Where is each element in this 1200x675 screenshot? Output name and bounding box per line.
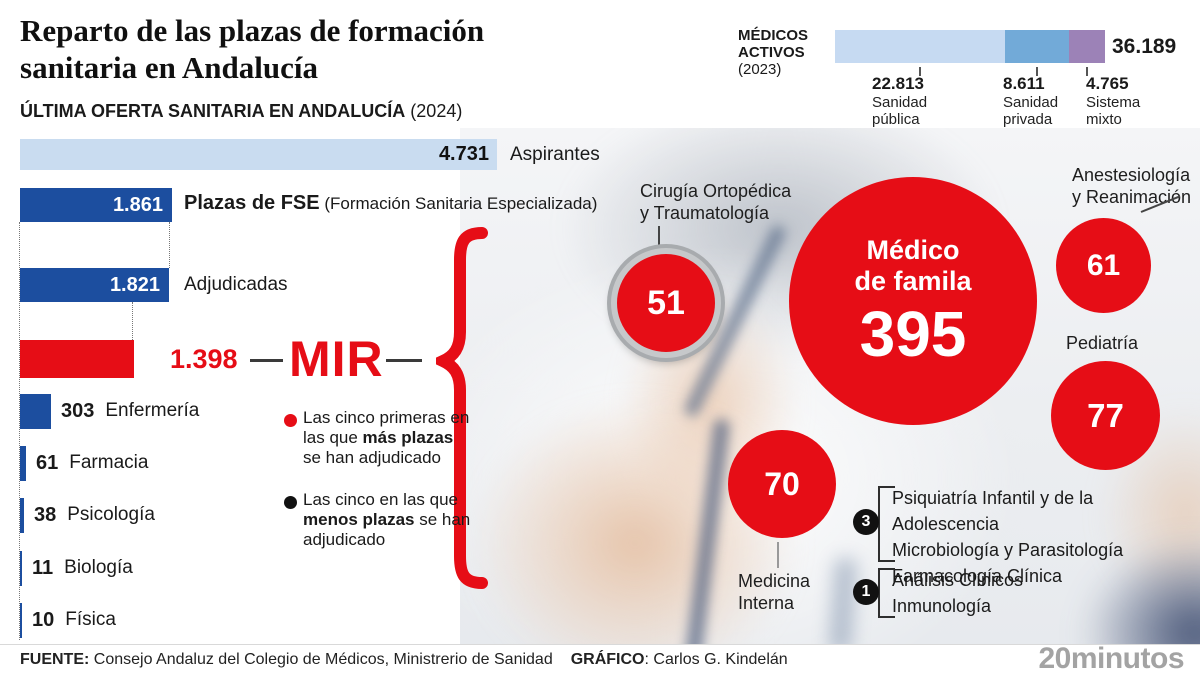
20minutos-logo: 20minutos — [1038, 642, 1184, 675]
list-3-plazas: Psiquiatría Infantil y de la Adolescenci… — [892, 485, 1200, 589]
subtitle-year: (2024) — [405, 101, 463, 121]
bar-mir — [20, 340, 134, 378]
bar-aspirantes-label: Aspirantes — [510, 144, 600, 165]
list-1-plaza: Análisis Clínicos Inmunología — [892, 567, 1023, 619]
label-cirugia-ortopedica: Cirugía Ortopédica y Traumatología — [640, 181, 792, 223]
bubble-cirugia-ortopedica: 51 — [611, 248, 721, 358]
name-sanidad-publica: Sanidad pública — [872, 94, 928, 128]
list-item: Psiquiatría Infantil y de la Adolescenci… — [892, 488, 1094, 534]
bar-enfermeria — [20, 393, 51, 429]
footer-divider — [0, 644, 1200, 645]
graphic-text: : Carlos G. Kindelán — [644, 651, 788, 668]
bar-plazas-fse-label: Plazas de FSE (Formación Sanitaria Espec… — [184, 192, 598, 214]
bar-fisica-label: Física — [65, 609, 116, 630]
list-item: Análisis Clínicos — [892, 570, 1024, 590]
bar-plazas-fse-value: 1.861 — [112, 193, 163, 216]
source-text: Consejo Andaluz del Colegio de Médicos, … — [89, 651, 553, 668]
chart-subtitle: ÚLTIMA OFERTA SANITARIA EN ANDALUCÍA (20… — [20, 101, 462, 122]
bracket-3-plazas — [878, 486, 895, 562]
legend-dot-more — [284, 414, 297, 427]
label-anestesiologia: Anestesiología y Reanimación — [1072, 165, 1192, 207]
bar-psicologia-label: Psicología — [67, 504, 155, 525]
bar-farmacia-label: Farmacia — [69, 452, 149, 473]
bracket-1-plaza — [878, 568, 895, 618]
tick-mark — [1086, 67, 1088, 76]
bar-fisica — [20, 602, 22, 638]
title-line-2: sanitaria en Andalucía — [20, 50, 318, 85]
row-biologia: 11 Biología — [20, 549, 133, 587]
bar-enfermeria-label: Enfermería — [105, 400, 200, 421]
bar-enfermeria-value: 303 — [61, 399, 95, 422]
value-sistema-mixto: 4.765 — [1086, 74, 1129, 93]
label-medicina-interna: Medicina Interna — [738, 571, 811, 613]
bar-plazas-fse: 1.861 — [20, 188, 172, 222]
bar-adjudicadas-value: 1.821 — [109, 273, 160, 296]
bar-biologia — [20, 550, 22, 586]
mir-curly-brace — [436, 227, 488, 589]
title-line-1: Reparto de las plazas de formación — [20, 13, 485, 48]
bar-psicologia-value: 38 — [34, 503, 57, 526]
source-label: FUENTE: — [20, 651, 90, 668]
list-item: Microbiología y Parasitología — [892, 540, 1124, 560]
footer-credits: FUENTE: Consejo Andaluz del Colegio de M… — [20, 651, 788, 669]
bar-farmacia-value: 61 — [36, 451, 59, 474]
bar-adjudicadas: 1.821 — [20, 268, 169, 302]
list-item: Farmacología Clínica — [892, 566, 1063, 586]
page-title: Reparto de las plazas de formación sanit… — [20, 12, 484, 86]
bar-biologia-value: 11 — [32, 556, 54, 579]
tick-mark — [919, 67, 921, 76]
row-psicologia: 38 Psicología — [20, 496, 155, 534]
value-sanidad-privada: 8.611 — [1003, 74, 1045, 93]
bar-mir-value: 1.398 — [170, 344, 238, 374]
bubble-medico-de-familia: Médico de famila 395 — [789, 177, 1037, 425]
bubble-medicina-interna: 70 — [728, 430, 836, 538]
row-enfermeria: 303 Enfermería — [20, 392, 199, 430]
bar-biologia-label: Biología — [64, 557, 133, 578]
medicos-activos-stacked-bar — [835, 30, 1105, 63]
row-farmacia: 61 Farmacia — [20, 444, 148, 482]
medicos-activos-total: 36.189 — [1112, 35, 1177, 58]
name-sistema-mixto: Sistema mixto — [1086, 94, 1141, 128]
value-sanidad-publica: 22.813 — [872, 74, 924, 93]
badge-3: 3 — [853, 509, 879, 535]
pointer-line-cirugia — [658, 226, 660, 268]
subtitle-text: ÚLTIMA OFERTA SANITARIA EN ANDALUCÍA — [20, 101, 406, 121]
row-fisica: 10 Física — [20, 601, 116, 639]
dotted-connector-left — [19, 222, 20, 640]
dotted-connector-mir — [132, 302, 133, 340]
pointer-line-medicina-interna — [777, 542, 779, 568]
bar-adjudicadas-label: Adjudicadas — [184, 274, 288, 295]
bubble-pediatria: 77 — [1051, 361, 1160, 470]
bar-psicologia — [20, 497, 24, 533]
name-sanidad-privada: Sanidad privada — [1003, 94, 1059, 128]
mir-connector-dash — [250, 359, 283, 362]
list-item: Inmunología — [892, 596, 992, 616]
dotted-connector-fse — [169, 222, 170, 268]
mir-label: MIR — [289, 331, 384, 387]
segment-sanidad-privada — [1005, 30, 1070, 63]
legend-more-text: Las cinco primeras en las que más plazas… — [303, 408, 470, 467]
bar-aspirantes-value: 4.731 — [438, 143, 489, 165]
bubble-anestesiologia: 61 — [1056, 218, 1151, 313]
segment-sanidad-publica — [835, 30, 1006, 63]
bar-fisica-value: 10 — [32, 608, 55, 631]
medicos-activos-label-line1: MÉDICOS — [738, 27, 809, 44]
bar-farmacia — [20, 445, 26, 481]
legend-less-text: Las cinco en las que menos plazas se han… — [303, 490, 471, 549]
badge-1: 1 — [853, 579, 879, 605]
label-pediatria: Pediatría — [1066, 333, 1139, 353]
graphic-label: GRÁFICO — [570, 651, 645, 668]
medicos-activos-label-line2: ACTIVOS — [738, 44, 805, 61]
medicos-activos-year: (2023) — [738, 61, 782, 78]
tick-mark — [1036, 67, 1038, 76]
bar-aspirantes: 4.731 — [20, 139, 497, 170]
mir-connector-dash — [386, 359, 422, 362]
medicos-activos-label: MÉDICOS ACTIVOS (2023) — [738, 27, 808, 78]
segment-sistema-mixto — [1069, 30, 1105, 63]
legend-dot-less — [284, 496, 297, 509]
